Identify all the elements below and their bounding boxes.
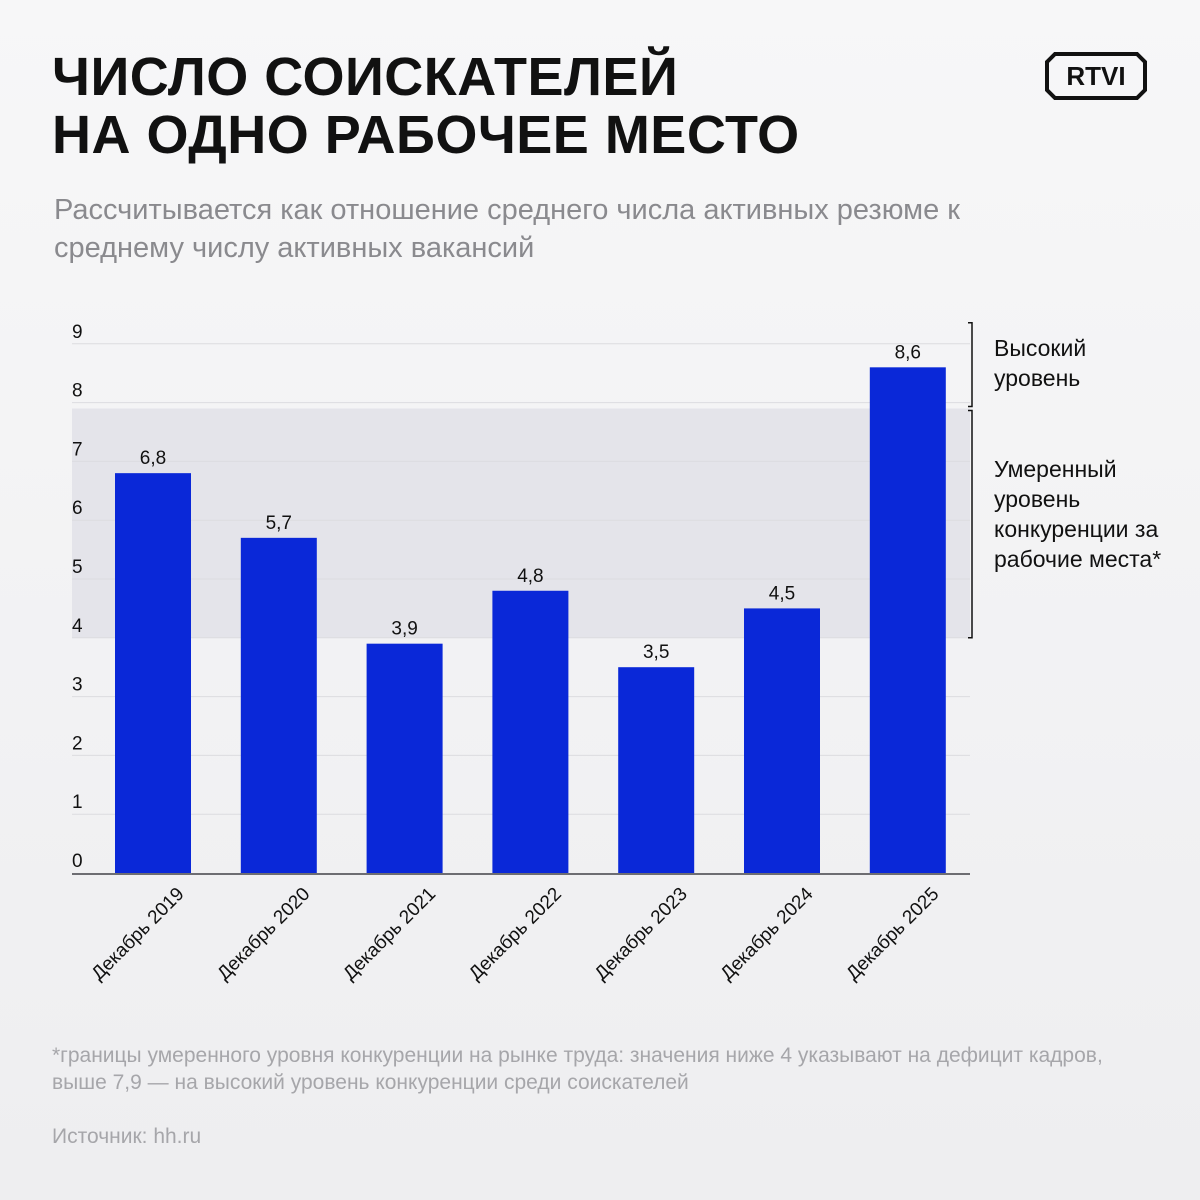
bar-value-label: 8,6 xyxy=(895,342,921,363)
page-subtitle: Рассчитывается как отношение среднего чи… xyxy=(54,194,960,264)
bar-chart: 0 1 2 3 4 5 6 7 8 9 6,8 Декабрь 2019 5,7 Декабрь 2020… xyxy=(72,322,973,985)
rtvi-logo-text: RTVI xyxy=(1066,61,1125,91)
bar-value-label: 6,8 xyxy=(140,448,166,469)
x-tick-label: Декабрь 2023 xyxy=(591,884,692,985)
title-line-2: НА ОДНО РАБОЧЕЕ МЕСТО xyxy=(52,105,800,165)
bar-value-label: 3,9 xyxy=(391,619,417,640)
bar-value-label: 5,7 xyxy=(266,513,292,534)
moderate-level-bracket xyxy=(968,409,973,639)
bar xyxy=(618,667,695,873)
y-tick-label: 1 xyxy=(72,792,83,813)
x-tick-label: Декабрь 2019 xyxy=(88,884,189,985)
y-tick-label: 5 xyxy=(72,557,83,578)
x-tick-label: Декабрь 2024 xyxy=(717,883,818,984)
y-tick-label: 7 xyxy=(72,439,83,460)
bar-value-label: 4,5 xyxy=(769,583,795,604)
x-tick-label: Декабрь 2025 xyxy=(842,884,943,985)
bar xyxy=(115,473,191,873)
bar xyxy=(492,590,569,873)
y-tick-label: 2 xyxy=(72,733,83,754)
y-tick-label: 3 xyxy=(72,675,83,696)
x-tick-label: Декабрь 2020 xyxy=(213,884,314,985)
bar xyxy=(366,643,443,873)
y-tick-label: 4 xyxy=(72,616,83,637)
y-tick-label: 0 xyxy=(72,851,83,872)
x-tick-label: Декабрь 2021 xyxy=(339,884,440,985)
bar xyxy=(869,367,946,873)
rtvi-logo: RTVI xyxy=(1045,52,1147,100)
y-tick-label: 6 xyxy=(72,498,83,519)
y-tick-label: 9 xyxy=(72,322,83,343)
source-note: Источник: hh.ru xyxy=(52,1125,202,1148)
footnote: *границы умеренного уровня конкуренции н… xyxy=(52,1044,1103,1094)
y-tick-label: 8 xyxy=(72,381,83,402)
title-line-1: ЧИСЛО СОИСКАТЕЛЕЙ xyxy=(52,47,679,107)
bar xyxy=(744,608,820,873)
bar xyxy=(240,537,317,873)
bar-value-label: 4,8 xyxy=(517,566,543,587)
high-level-label: Высокий уровень xyxy=(994,335,1087,391)
high-level-bracket xyxy=(968,322,973,408)
page-title: ЧИСЛО СОИСКАТЕЛЕЙ НА ОДНО РАБОЧЕЕ МЕСТО xyxy=(52,48,800,164)
moderate-level-label: Умеренный уровень конкуренции за рабочие… xyxy=(994,456,1162,572)
x-tick-label: Декабрь 2022 xyxy=(465,884,566,985)
bar-value-label: 3,5 xyxy=(643,642,669,663)
